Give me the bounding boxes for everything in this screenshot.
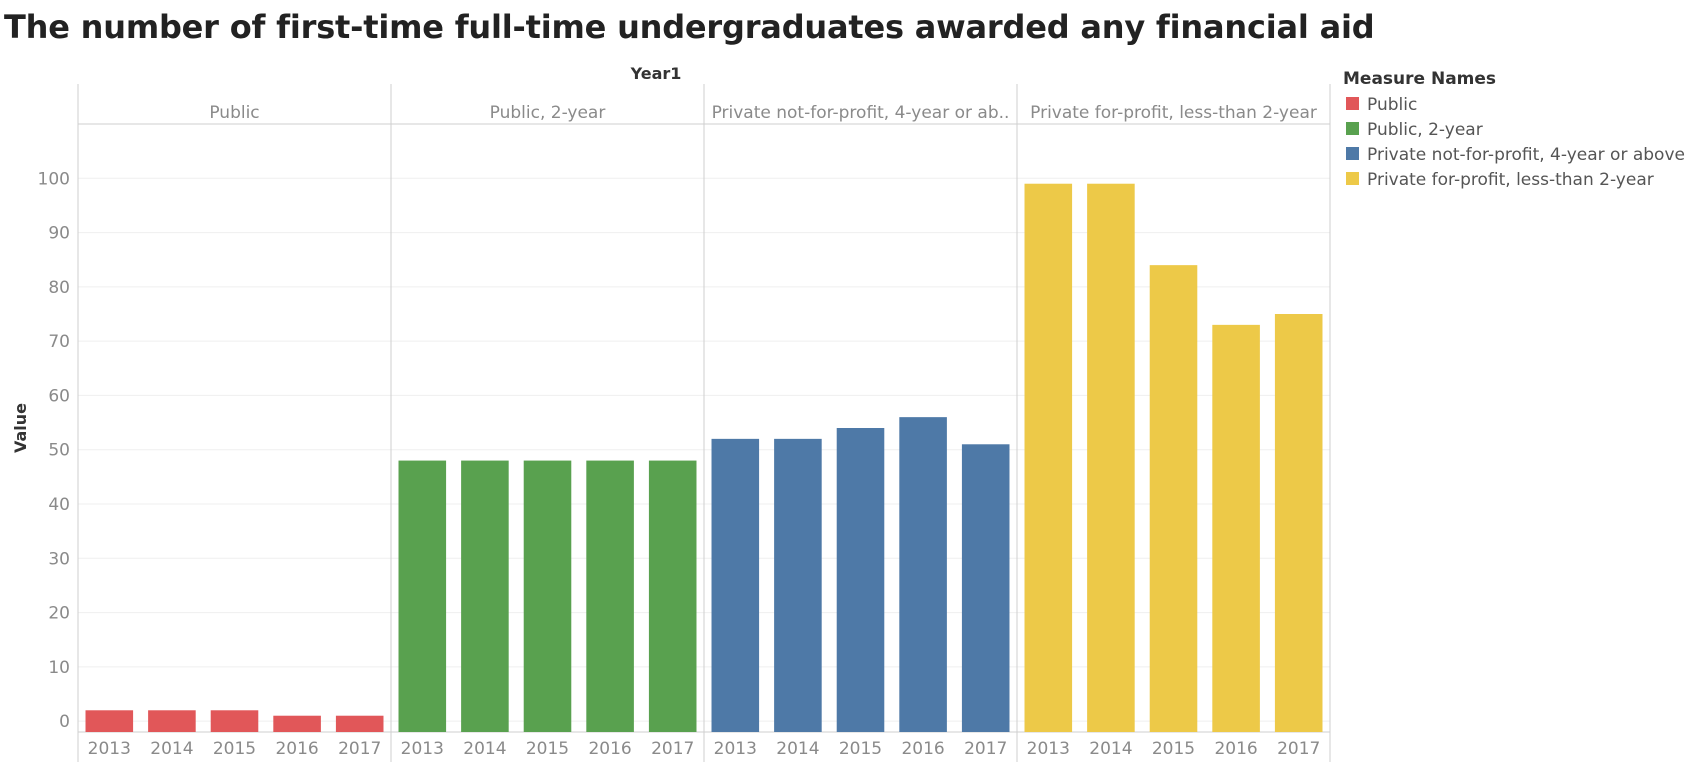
bar [1024, 183, 1073, 732]
bar [1087, 183, 1135, 732]
bar [899, 417, 947, 732]
x-tick-label: 2016 [901, 739, 944, 759]
y-tick-label: 100 [38, 169, 70, 189]
panel-header-label: Private for-profit, less-than 2-year [1030, 103, 1317, 123]
y-tick-label: 40 [48, 495, 70, 515]
legend-swatch [1346, 172, 1359, 185]
x-tick-label: 2017 [1277, 739, 1320, 759]
x-tick-label: 2016 [275, 739, 318, 759]
bar [461, 460, 509, 732]
panel-header-label: Private not-for-profit, 4-year or ab.. [712, 103, 1010, 123]
panel-header-label: Public [209, 103, 259, 123]
x-tick-label: 2014 [150, 739, 193, 759]
y-tick-label: 50 [48, 441, 70, 461]
x-tick-label: 2015 [526, 739, 569, 759]
y-axis-title: Value [11, 403, 30, 453]
bar [711, 438, 760, 732]
bar [398, 460, 447, 732]
legend-item-label: Private not-for-profit, 4-year or above [1367, 145, 1685, 165]
y-tick-label: 10 [48, 658, 70, 678]
bar [586, 460, 634, 732]
x-tick-label: 2014 [1089, 739, 1132, 759]
y-tick-label: 90 [48, 224, 70, 244]
chart-title: The number of first-time full-time under… [4, 8, 1375, 46]
axes: Year1 Value 0 10 20 30 40 50 60 70 80 90 100 Public… [11, 64, 1320, 759]
x-tick-label: 2013 [1027, 739, 1070, 759]
legend-item-label: Public [1367, 95, 1417, 115]
bar [148, 710, 196, 732]
x-tick-label: 2015 [839, 739, 882, 759]
x-tick-label: 2016 [588, 739, 631, 759]
legend-swatch [1346, 122, 1359, 135]
bar [85, 710, 134, 732]
bar [1274, 314, 1323, 732]
bar [1212, 324, 1260, 732]
x-tick-label: 2013 [714, 739, 757, 759]
x-tick-label: 2013 [88, 739, 131, 759]
y-tick-label: 20 [48, 604, 70, 624]
x-tick-label: 2017 [964, 739, 1007, 759]
y-tick-label: 80 [48, 278, 70, 298]
bar [836, 428, 885, 732]
x-tick-label: 2015 [213, 739, 256, 759]
bar [523, 460, 572, 732]
column-header: Year1 [630, 64, 682, 83]
y-tick-label: 30 [48, 549, 70, 569]
legend-swatch [1346, 97, 1359, 110]
legend-swatch [1346, 147, 1359, 160]
x-tick-label: 2014 [776, 739, 819, 759]
x-tick-label: 2017 [651, 739, 694, 759]
panel-frames [77, 84, 1331, 762]
bar [1149, 265, 1198, 732]
bar [774, 438, 822, 732]
bar [335, 715, 384, 732]
x-tick-label: 2016 [1214, 739, 1257, 759]
legend-title: Measure Names [1343, 69, 1496, 89]
y-tick-label: 60 [48, 386, 70, 406]
x-tick-label: 2014 [463, 739, 506, 759]
bar [273, 715, 321, 732]
bar [648, 460, 697, 732]
bar [961, 444, 1010, 732]
panel-header-label: Public, 2-year [490, 103, 606, 123]
bar [210, 710, 259, 732]
x-tick-label: 2017 [338, 739, 381, 759]
legend-item-label: Private for-profit, less-than 2-year [1367, 170, 1654, 190]
x-tick-label: 2013 [401, 739, 444, 759]
legend-item-label: Public, 2-year [1367, 120, 1483, 140]
legend: Measure Names Public Public, 2-year Privat… [1343, 69, 1685, 190]
bars [85, 183, 1323, 732]
y-tick-label: 70 [48, 332, 70, 352]
y-tick-label: 0 [59, 712, 70, 732]
x-tick-label: 2015 [1152, 739, 1195, 759]
